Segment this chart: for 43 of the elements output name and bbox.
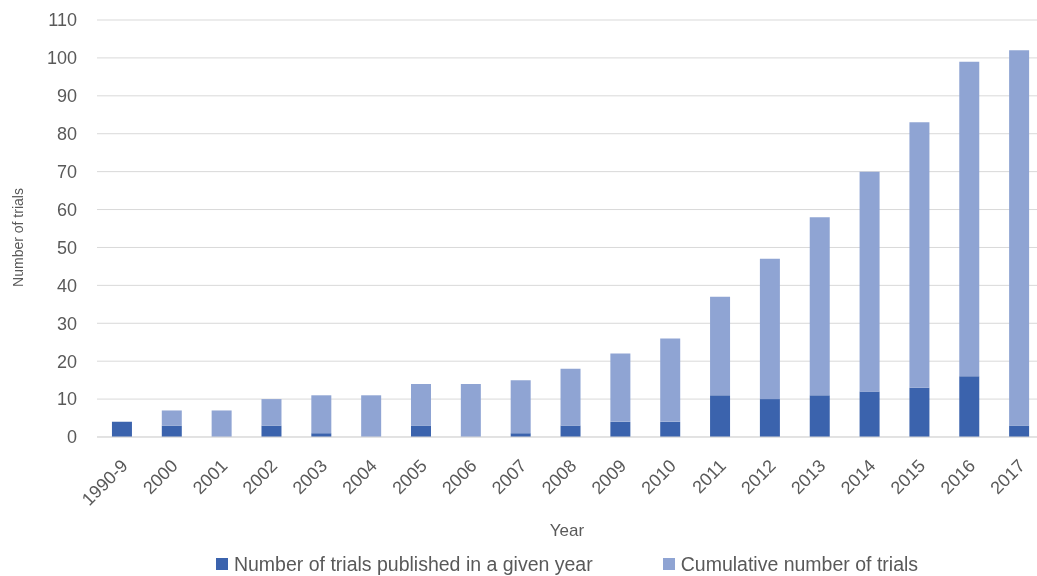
bar xyxy=(560,368,581,426)
bar xyxy=(411,383,432,426)
y-tick-label: 90 xyxy=(56,86,77,107)
bar xyxy=(460,383,481,437)
bar xyxy=(111,421,132,437)
bar xyxy=(311,395,332,434)
y-tick-label: 50 xyxy=(56,237,77,258)
bar xyxy=(959,376,980,437)
bar xyxy=(809,395,830,437)
bar xyxy=(759,399,780,437)
bar xyxy=(1009,50,1030,426)
bar xyxy=(859,171,880,392)
bar xyxy=(909,387,930,437)
y-tick-label: 80 xyxy=(56,124,77,145)
bar xyxy=(859,391,880,437)
bar xyxy=(361,395,382,437)
bar xyxy=(710,296,731,396)
y-tick-label: 40 xyxy=(56,275,77,296)
legend-label: Number of trials published in a given year xyxy=(233,552,593,576)
y-tick-label: 100 xyxy=(46,48,77,69)
bar xyxy=(161,410,182,426)
y-tick-label: 30 xyxy=(56,313,77,334)
bar xyxy=(261,399,282,426)
bar xyxy=(211,410,232,437)
bar xyxy=(909,122,930,388)
y-axis-title: Number of trials xyxy=(10,188,26,287)
legend-label: Cumulative number of trials xyxy=(680,552,919,576)
bar xyxy=(959,61,980,377)
bar xyxy=(660,421,681,437)
y-tick-label: 60 xyxy=(56,199,77,220)
y-tick-label: 20 xyxy=(56,351,77,372)
x-axis-title: Year xyxy=(549,520,585,540)
bar xyxy=(710,395,731,437)
bar xyxy=(759,258,780,400)
bar xyxy=(610,421,631,437)
bar xyxy=(510,380,531,434)
bar xyxy=(610,353,631,422)
y-tick-label: 110 xyxy=(48,10,77,31)
bar xyxy=(809,217,830,396)
y-tick-label: 0 xyxy=(66,427,77,448)
y-tick-label: 70 xyxy=(56,162,77,183)
bar xyxy=(660,338,681,422)
y-tick-label: 10 xyxy=(56,389,77,410)
